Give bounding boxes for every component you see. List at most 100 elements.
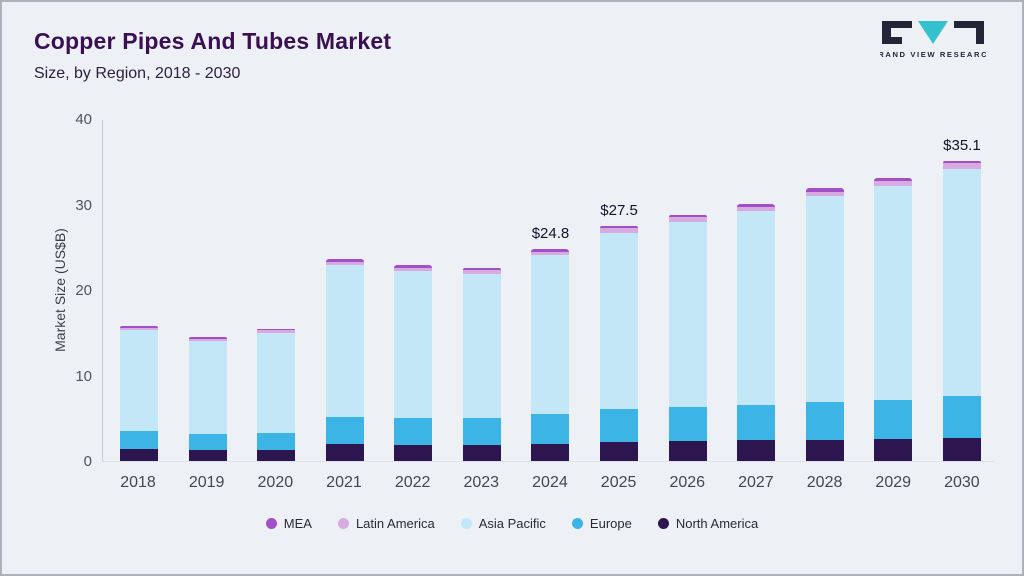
segment-north-america [668, 441, 707, 461]
x-tick-label: 2028 [806, 474, 843, 491]
segment-north-america [805, 439, 844, 461]
bar-2025: $27.5 [600, 120, 639, 461]
segment-mea [874, 178, 913, 182]
segment-mea [600, 225, 639, 229]
bar-2018 [120, 120, 158, 461]
plot-area: $24.8 $27.5 $35.1 [102, 120, 994, 462]
x-tick-label: 2024 [532, 474, 568, 491]
segment-europe [942, 396, 981, 438]
bar-value-label: $24.8 [531, 225, 570, 242]
segment-mea [188, 337, 227, 339]
segment-mea [942, 160, 981, 164]
segment-north-america [120, 449, 158, 461]
segment-asia-pacific [874, 185, 913, 401]
segment-asia-pacific [257, 332, 296, 433]
segment-latin-america [257, 330, 296, 333]
segment-europe [668, 407, 707, 442]
segment-asia-pacific [668, 221, 707, 408]
segment-north-america [874, 438, 913, 461]
segment-north-america [462, 444, 501, 461]
y-tick-label: 30 [75, 196, 92, 214]
segment-mea [805, 188, 844, 192]
bar-value-label: $27.5 [600, 201, 638, 219]
segment-mea [531, 249, 570, 252]
segment-latin-america [394, 267, 433, 272]
legend-swatch-latin-america [337, 518, 349, 529]
y-tick-label: 10 [75, 367, 92, 385]
segment-europe [600, 408, 639, 443]
x-tick-label: 2022 [394, 474, 431, 491]
legend-label: North America [675, 516, 759, 531]
bar-2026 [668, 120, 707, 461]
segment-latin-america [805, 191, 844, 196]
x-tick-label: 2020 [257, 474, 294, 491]
x-tick-label: 2030 [944, 474, 980, 491]
segment-latin-america [325, 261, 364, 266]
segment-latin-america [874, 181, 913, 186]
bar-2024: $24.8 [531, 120, 570, 461]
x-tick-label: 2026 [669, 474, 706, 491]
segment-latin-america [737, 207, 776, 212]
segment-europe [257, 432, 296, 450]
segment-latin-america [942, 163, 981, 169]
segment-north-america [325, 443, 364, 461]
segment-asia-pacific [120, 330, 158, 432]
bar-value-label: $35.1 [943, 136, 981, 154]
logo-text: GRAND VIEW RESEARCH [880, 50, 986, 59]
segment-latin-america [668, 217, 707, 222]
segment-latin-america [531, 251, 570, 255]
segment-latin-america [600, 228, 639, 233]
x-tick-label: 2029 [875, 474, 912, 491]
segment-asia-pacific [394, 271, 433, 419]
segment-europe [188, 433, 227, 450]
segment-north-america [188, 449, 227, 461]
bar-2023 [462, 120, 501, 461]
segment-latin-america [120, 327, 158, 331]
segment-mea [737, 203, 776, 208]
legend-swatch-asia-pacific [460, 518, 472, 529]
legend-swatch-north-america [657, 518, 669, 529]
segment-latin-america [462, 270, 501, 274]
x-axis-labels: 2018 2019 2020 2021 2022 2023 2024 2025 2026 2027… [102, 474, 994, 492]
segment-north-america [257, 449, 296, 461]
segment-europe [805, 402, 844, 440]
segment-europe [462, 418, 501, 445]
bar-2028 [805, 120, 844, 461]
segment-europe [394, 418, 433, 445]
y-tick-label: 40 [75, 111, 92, 128]
segment-asia-pacific [462, 273, 501, 419]
segment-north-america [942, 437, 981, 461]
x-tick-label: 2018 [120, 474, 156, 491]
segment-asia-pacific [600, 232, 639, 409]
legend: MEA Latin America Asia Pacific Europe North … [2, 516, 1022, 531]
x-tick-label: 2021 [326, 474, 362, 491]
bar-2020 [257, 120, 296, 461]
segment-europe [531, 413, 570, 444]
segment-europe [325, 416, 364, 444]
chart-title: Copper Pipes And Tubes Market [34, 28, 392, 54]
legend-item-latin-america: Latin America [337, 516, 435, 531]
bar-2019 [188, 120, 227, 461]
legend-label: Asia Pacific [478, 516, 546, 531]
segment-mea [394, 265, 433, 268]
y-tick-label: 20 [75, 282, 92, 299]
segment-mea [668, 214, 707, 218]
bar-2027 [737, 120, 776, 461]
segment-asia-pacific [325, 265, 364, 417]
bar-2022 [394, 120, 433, 461]
legend-item-north-america: North America [657, 516, 759, 531]
segment-mea [257, 328, 296, 331]
legend-label: Latin America [355, 516, 435, 531]
bar-2030: $35.1 [942, 120, 981, 461]
segment-north-america [737, 440, 776, 461]
segment-asia-pacific [737, 211, 776, 406]
bar-2029 [874, 120, 913, 461]
x-tick-label: 2019 [188, 474, 225, 491]
bar-2021 [325, 120, 364, 461]
gvr-logo-icon: GRAND VIEW RESEARCH [871, 21, 994, 59]
segment-europe [737, 405, 776, 441]
y-tick-label: 0 [83, 453, 92, 470]
segment-asia-pacific [188, 341, 227, 434]
segment-asia-pacific [805, 195, 844, 403]
